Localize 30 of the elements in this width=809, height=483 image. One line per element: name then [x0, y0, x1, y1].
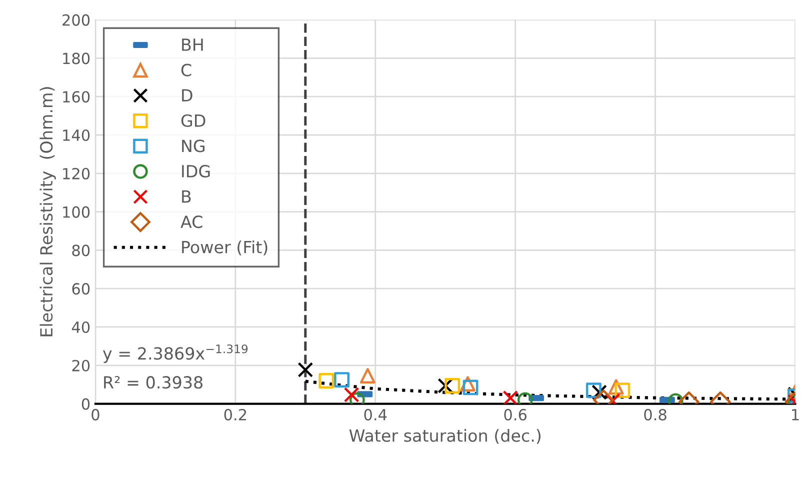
- x-tick-label: 0.8: [644, 408, 666, 420]
- legend-label: GD: [181, 114, 206, 127]
- x-axis-title: Water saturation (dec.): [349, 428, 540, 444]
- legend-label: IDG: [182, 164, 210, 178]
- legend-label: D: [182, 89, 192, 102]
- annotation: R² = 0.3938: [104, 376, 202, 389]
- legend-label: AC: [180, 216, 202, 228]
- y-tick-label: 120: [63, 168, 90, 180]
- x-tick-label: 0.4: [364, 408, 387, 420]
- y-tick-label: 140: [63, 129, 90, 142]
- x-tick-label: 0.6: [504, 408, 527, 420]
- legend-label: B: [182, 190, 191, 203]
- x-tick-label: 0: [92, 408, 100, 420]
- y-tick-label: 200: [62, 14, 90, 26]
- y-tick-label: 60: [72, 283, 90, 295]
- x-tick-label: 0.2: [224, 408, 246, 420]
- y-axis-title: Electrical Resistivity (Ohm.m): [40, 87, 56, 336]
- legend-label: BH: [182, 38, 203, 51]
- legend-label: Power (Fit): [182, 240, 268, 256]
- y-tick-label: 20: [72, 360, 90, 372]
- y-tick-label: 80: [72, 244, 90, 256]
- y-tick-label: 180: [63, 52, 90, 64]
- y-tick-label: 100: [63, 206, 90, 218]
- x-tick-label: 1: [792, 409, 799, 420]
- y-tick-label: 40: [72, 321, 90, 334]
- annotation: y = 2.3869x$^{−1.319}$: [102, 344, 248, 363]
- legend-label: C: [181, 64, 192, 76]
- y-tick-label: 160: [63, 91, 90, 103]
- y-tick-label: 0: [82, 398, 90, 410]
- legend-label: NG: [182, 140, 204, 152]
